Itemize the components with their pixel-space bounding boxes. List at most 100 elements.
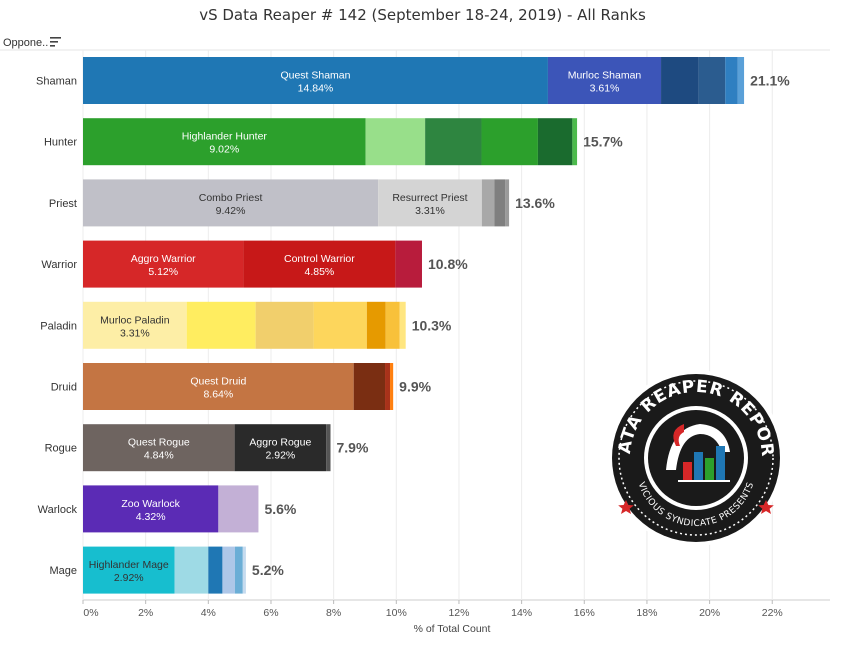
segment-label: Control Warrior [284,253,355,265]
category-label: Rogue [45,443,77,455]
segment-value-label: 2.92% [265,450,295,462]
x-tick-label: 14% [511,607,532,619]
bar-segment[interactable] [243,240,396,288]
x-tick-label: 0% [83,607,98,619]
bar-segment[interactable] [326,424,331,472]
segment-value-label: 5.12% [148,266,178,278]
segment-label: Highlander Mage [89,559,169,571]
bar-segment[interactable] [725,57,738,104]
bar-segment[interactable] [537,118,573,166]
segment-label: Zoo Warlock [121,498,180,510]
bar-segment[interactable] [661,57,699,104]
total-label: 9.9% [399,379,431,395]
bar-segment[interactable] [83,118,366,166]
bar-segment[interactable] [353,363,386,410]
bar-segment[interactable] [83,485,219,533]
category-label: Druid [51,382,77,394]
bar-segment[interactable] [395,240,422,288]
bar-segment[interactable] [234,424,327,472]
segment-label: Resurrect Priest [392,192,467,204]
x-tick-label: 16% [574,607,595,619]
bar-segment[interactable] [208,546,223,594]
segment-value-label: 4.32% [136,511,166,523]
total-label: 10.8% [428,256,468,272]
segment-value-label: 4.84% [144,450,174,462]
bar-segment[interactable] [737,57,745,104]
x-tick-label: 20% [699,607,720,619]
segment-value-label: 2.92% [114,572,144,584]
total-label: 7.9% [337,440,369,456]
category-label: Warlock [38,504,78,516]
bar-segment[interactable] [481,179,495,227]
logo-star-right-icon [758,500,774,514]
bar-segment[interactable] [366,301,386,349]
category-label: Shaman [36,76,77,88]
bar-segment[interactable] [505,179,510,227]
bar-segment[interactable] [186,301,256,349]
segment-value-label: 8.64% [203,389,233,401]
bar-segment[interactable] [313,301,367,349]
category-label: Mage [49,565,77,577]
bar-segment[interactable] [572,118,578,166]
y-axis-field-label[interactable]: Oppone.. [3,37,49,49]
bar-segment[interactable] [83,301,187,349]
category-label: Paladin [40,320,77,332]
bar-segment[interactable] [390,363,394,410]
bar-segment[interactable] [494,179,506,227]
segment-label: Quest Rogue [128,437,190,449]
segment-label: Quest Shaman [280,70,350,82]
bar-segment[interactable] [365,118,426,166]
bar-segment[interactable] [385,363,391,410]
bar-segment[interactable] [234,546,243,594]
bar-segment[interactable] [83,240,244,288]
category-label: Hunter [44,137,77,149]
x-tick-label: 18% [636,607,657,619]
bar-segment[interactable] [481,118,538,166]
bar-segment[interactable] [255,301,314,349]
sort-icon[interactable] [50,36,62,48]
bar-segment[interactable] [83,57,548,104]
bar-segment[interactable] [547,57,662,104]
segment-value-label: 4.85% [304,266,334,278]
bar-segment[interactable] [425,118,482,166]
bar-segment[interactable] [174,546,209,594]
bar-segment[interactable] [399,301,406,349]
segment-value-label: 3.31% [415,205,445,217]
bar-segment[interactable] [218,485,259,533]
category-label: Warrior [41,259,77,271]
bar-segment[interactable] [83,363,354,410]
segment-value-label: 14.84% [298,83,334,95]
segment-value-label: 3.61% [590,83,620,95]
x-axis: 0% 2% 4% 6% 8% 10% 12% 14% 16% 18% 20% 22% [82,600,783,619]
total-label: 15.7% [583,134,623,150]
x-tick-label: 8% [326,607,341,619]
x-tick-label: 6% [263,607,278,619]
bar-segment[interactable] [222,546,235,594]
bar-segment[interactable] [698,57,726,104]
bar-segment[interactable] [83,424,235,472]
segment-value-label: 9.02% [209,144,239,156]
x-tick-label: 2% [138,607,153,619]
bar-segment[interactable] [83,546,175,594]
total-label: 5.2% [252,562,284,578]
bar-segment[interactable] [83,179,379,227]
chart-title: vS Data Reaper # 142 (September 18-24, 2… [199,6,646,24]
segment-value-label: 9.42% [216,205,246,217]
bar-segment[interactable] [242,546,246,594]
logo-star-left-icon [618,500,634,514]
bar-segment[interactable] [385,301,400,349]
total-label: 21.1% [750,73,790,89]
bar-segment[interactable] [378,179,482,227]
total-label: 5.6% [264,501,296,517]
segment-label: Quest Druid [190,376,246,388]
